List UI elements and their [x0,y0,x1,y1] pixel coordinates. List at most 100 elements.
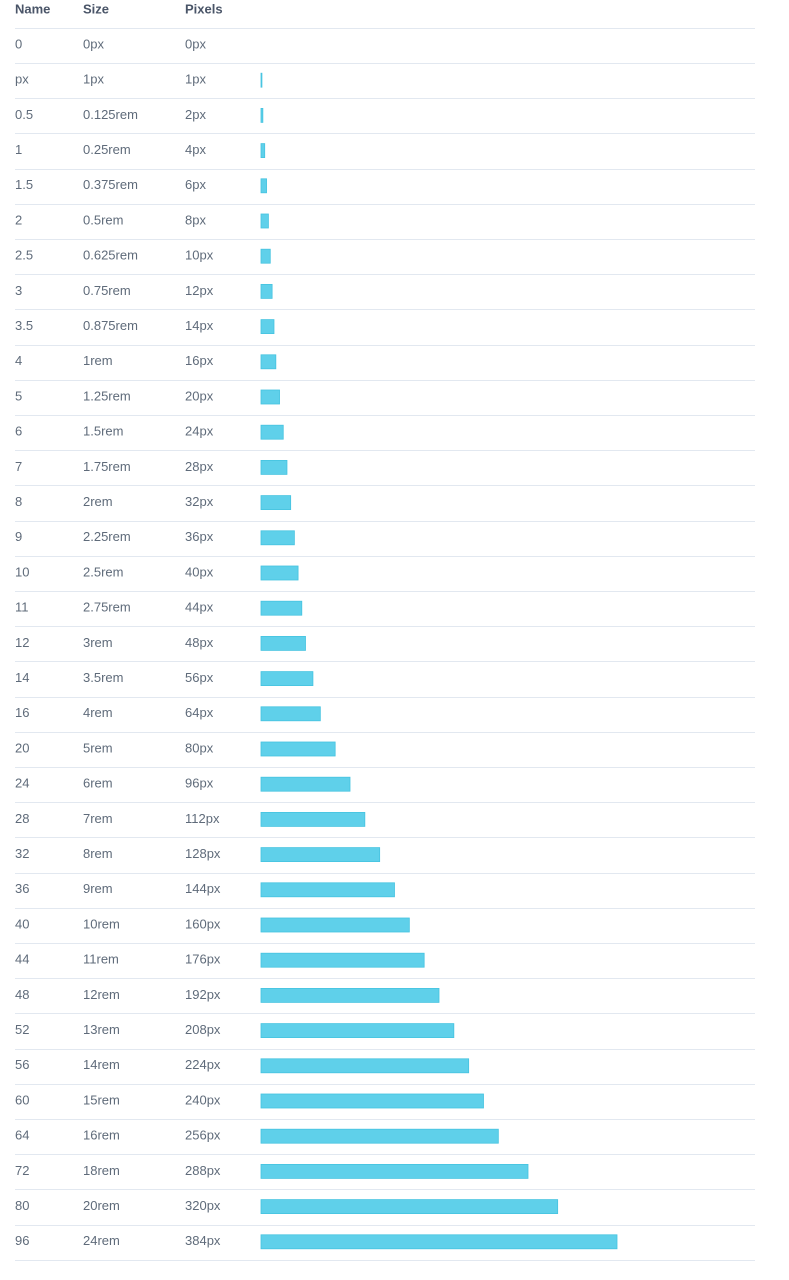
size-bar [260,1234,618,1250]
cell: 8 [15,494,22,509]
cell: 64 [15,1128,29,1143]
cell: 12 [15,635,29,650]
cell: 56px [185,670,214,685]
size-bar [260,354,277,370]
cell: 2.5rem [83,564,123,579]
cell: 6 [15,424,22,439]
size-bar [260,108,264,123]
cell: 5rem [83,740,113,755]
cell: 56 [15,1057,29,1072]
cell: 0 [15,36,22,51]
cell: 60 [15,1092,29,1107]
size-bar [260,952,425,968]
cell: 14px [185,318,214,333]
cell: 1px [83,72,104,87]
cell: 1rem [83,353,113,368]
cell: 24 [15,776,29,791]
cell: 0.125rem [83,107,138,122]
cell: 52 [15,1022,29,1037]
cell: 224px [185,1057,221,1072]
size-bar [260,283,273,299]
cell: 24rem [83,1233,120,1248]
cell: 2px [185,107,206,122]
cell: 96px [185,776,214,791]
cell: 112px [185,811,220,826]
size-bar [260,812,366,827]
cell: 1.75rem [83,459,131,474]
cell: 80 [15,1198,29,1213]
cell: 2rem [83,494,113,509]
cell: 64px [185,705,214,720]
size-bar [260,847,381,862]
cell: 9 [15,529,22,544]
cell: 16rem [83,1128,120,1143]
cell: 1.5rem [83,424,123,439]
size-bar [260,1093,484,1109]
cell: 384px [185,1233,221,1248]
cell: 40px [185,564,214,579]
cell: 192px [185,987,221,1002]
cell: 5 [15,388,22,403]
cell: 4rem [83,705,113,720]
size-bar [260,1128,499,1144]
cell: 2 [15,212,22,227]
cell: 160px [185,916,221,931]
cell: 13rem [83,1022,120,1037]
size-bar [260,706,321,722]
cell: 8px [185,212,206,227]
cell: 2.75rem [83,600,131,615]
size-bar [260,530,295,546]
cell: 80px [185,740,214,755]
cell: 48px [185,635,214,650]
size-bar [260,1199,559,1214]
cell: 14 [15,670,29,685]
cell: 0px [83,36,104,51]
cell: 18rem [83,1163,120,1178]
column-header: Size [83,1,109,16]
cell: 16px [185,353,214,368]
cell: 28 [15,811,29,826]
size-bar [260,389,280,405]
cell: 10rem [83,916,120,931]
size-bar [260,178,267,194]
cell: 12px [185,283,214,298]
cell: 20 [15,740,29,755]
cell: 36px [185,529,214,544]
cell: 0.5 [15,107,33,122]
cell: 7rem [83,811,113,826]
size-bar [260,1058,470,1074]
cell: 3.5rem [83,670,123,685]
cell: 0.375rem [83,177,138,192]
cell: 6px [185,177,206,192]
cell: 2.5 [15,248,33,263]
cell: 11rem [83,952,119,967]
size-bar [260,248,271,264]
cell: 44px [185,600,214,615]
column-header: Name [15,1,50,16]
size-bar [260,1023,455,1038]
cell: 3rem [83,635,113,650]
size-bar [260,565,299,581]
cell: 14rem [83,1057,120,1072]
size-bar [260,671,314,686]
size-bar [260,319,275,335]
cell: 256px [185,1128,221,1143]
cell: 40 [15,916,29,931]
cell: 128px [185,846,221,861]
cell: 1px [185,72,206,87]
cell: 3 [15,283,22,298]
cell: 12rem [83,987,120,1002]
cell: 0.25rem [83,142,131,157]
cell: 0.625rem [83,248,138,263]
cell: 2.25rem [83,529,131,544]
size-bar [260,741,336,757]
cell: 1 [15,142,22,157]
cell: 10px [185,248,214,263]
cell: 36 [15,881,29,896]
cell: 4 [15,353,22,368]
size-bar [260,882,395,898]
cell: 6rem [83,776,113,791]
cell: 10 [15,564,29,579]
cell: 9rem [83,881,113,896]
